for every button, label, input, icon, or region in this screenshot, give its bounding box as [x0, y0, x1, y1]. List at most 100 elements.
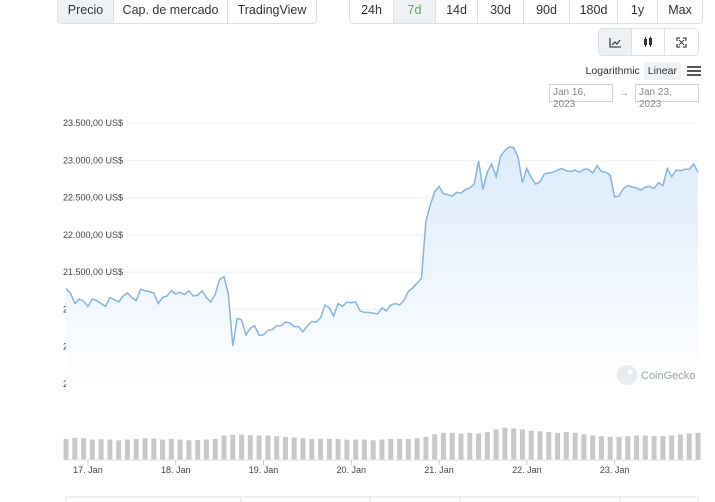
volume-bar	[432, 434, 438, 460]
volume-bar	[511, 428, 517, 460]
fullscreen-icon[interactable]	[665, 29, 698, 55]
volume-bar	[124, 439, 130, 460]
volume-bar	[502, 427, 508, 460]
volume-bar	[274, 436, 280, 460]
x-tick-label: 23. Jan	[600, 465, 630, 475]
volume-bar	[256, 435, 262, 460]
range-tab-7d[interactable]: 7d	[394, 0, 436, 23]
volume-bar	[212, 438, 218, 460]
volume-bar	[537, 431, 543, 460]
volume-bar	[651, 436, 657, 460]
y-tick-label: 23.000,00 US$	[63, 155, 123, 165]
view-tabs: Precio Cap. de mercado TradingView	[57, 0, 317, 24]
coingecko-watermark: CoinGecko	[617, 365, 695, 385]
x-tick-label: 21. Jan	[424, 465, 454, 475]
volume-bar	[361, 439, 367, 460]
volume-bar	[89, 439, 95, 460]
volume-bar	[72, 437, 78, 460]
volume-bar	[326, 438, 332, 460]
volume-bar	[555, 432, 561, 460]
volume-bar	[370, 440, 376, 460]
volume-bar	[98, 439, 104, 460]
volume-bar	[642, 435, 648, 460]
price-line	[65, 146, 699, 347]
line-chart-icon[interactable]	[599, 29, 632, 55]
volume-bar	[528, 430, 534, 460]
volume-bar	[458, 433, 464, 460]
range-tab-180d[interactable]: 180d	[570, 0, 618, 23]
volume-bar	[669, 435, 675, 460]
range-tab-1y[interactable]: 1y	[618, 0, 658, 23]
price-area-fill	[66, 146, 698, 392]
volume-bar	[344, 439, 350, 460]
volume-bar	[634, 435, 640, 460]
volume-bar	[519, 429, 525, 460]
volume-bar	[309, 438, 315, 460]
volume-bar	[405, 438, 411, 460]
volume-bar	[353, 439, 359, 460]
volume-bar	[397, 438, 403, 460]
tab-tradingview[interactable]: TradingView	[237, 3, 307, 17]
candlestick-icon[interactable]	[632, 29, 665, 55]
linear-option[interactable]: Linear	[643, 62, 681, 80]
y-tick-label: 21.500,00 US$	[63, 267, 123, 277]
volume-bar	[695, 432, 701, 460]
volume-bar	[318, 438, 324, 460]
tab-precio[interactable]: Precio	[58, 0, 114, 23]
volume-bar	[116, 440, 122, 460]
volume-bar	[598, 436, 604, 460]
volume-bar	[282, 436, 288, 460]
volume-bar	[142, 438, 148, 460]
volume-bar	[265, 435, 271, 460]
volume-bar	[160, 439, 166, 460]
volume-bar	[476, 433, 482, 460]
volume-bar	[686, 433, 692, 460]
volume-bar	[572, 432, 578, 460]
volume-bar	[300, 438, 306, 460]
volume-bar	[388, 438, 394, 460]
logarithmic-option[interactable]: Logarithmic	[585, 65, 640, 77]
x-tick-label: 17. Jan	[73, 465, 103, 475]
x-tick-label: 22. Jan	[512, 465, 542, 475]
hamburger-menu-icon[interactable]	[687, 66, 701, 76]
y-tick-label: 23.500,00 US$	[63, 118, 123, 128]
volume-bar	[247, 435, 253, 460]
date-range-arrow: →	[619, 87, 629, 99]
volume-bar	[230, 434, 236, 460]
volume-bar	[467, 432, 473, 460]
volume-bar	[440, 432, 446, 460]
volume-bar	[221, 435, 227, 460]
chart-type-group	[598, 28, 699, 56]
volume-bar	[186, 440, 192, 460]
range-tab-24h[interactable]: 24h	[350, 0, 394, 23]
volume-bar	[151, 438, 157, 460]
volume-bar	[379, 439, 385, 460]
volume-bar	[107, 439, 113, 460]
range-tab-90d[interactable]: 90d	[524, 0, 570, 23]
volume-bar	[203, 439, 209, 460]
scale-selector: Logarithmic Linear	[582, 62, 701, 80]
volume-bar	[414, 438, 420, 460]
volume-bar	[423, 436, 429, 460]
date-range: Jan 16, 2023 → Jan 23, 2023	[549, 84, 699, 110]
coingecko-logo-icon	[617, 365, 637, 385]
volume-bar	[239, 434, 245, 460]
date-to-input[interactable]: Jan 23, 2023	[635, 84, 699, 110]
volume-bar	[449, 432, 455, 460]
range-tab-14d[interactable]: 14d	[436, 0, 478, 23]
range-tab-max[interactable]: Max	[668, 3, 692, 17]
volume-bar	[625, 436, 631, 460]
x-tick-label: 20. Jan	[337, 465, 367, 475]
volume-bar	[660, 436, 666, 460]
volume-bar	[484, 432, 490, 460]
tab-cap-de-mercado[interactable]: Cap. de mercado	[114, 0, 228, 23]
date-from-input[interactable]: Jan 16, 2023	[549, 84, 613, 110]
range-tab-30d[interactable]: 30d	[478, 0, 524, 23]
volume-bar	[291, 437, 297, 460]
volume-bar	[177, 439, 183, 460]
volume-bar	[81, 438, 87, 460]
x-tick-label: 18. Jan	[161, 465, 191, 475]
volume-bar	[63, 438, 69, 460]
volume-bar	[195, 439, 201, 460]
